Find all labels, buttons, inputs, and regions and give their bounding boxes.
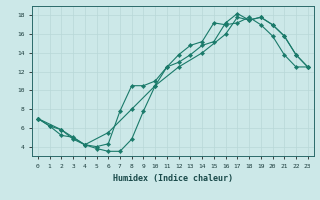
X-axis label: Humidex (Indice chaleur): Humidex (Indice chaleur) xyxy=(113,174,233,183)
